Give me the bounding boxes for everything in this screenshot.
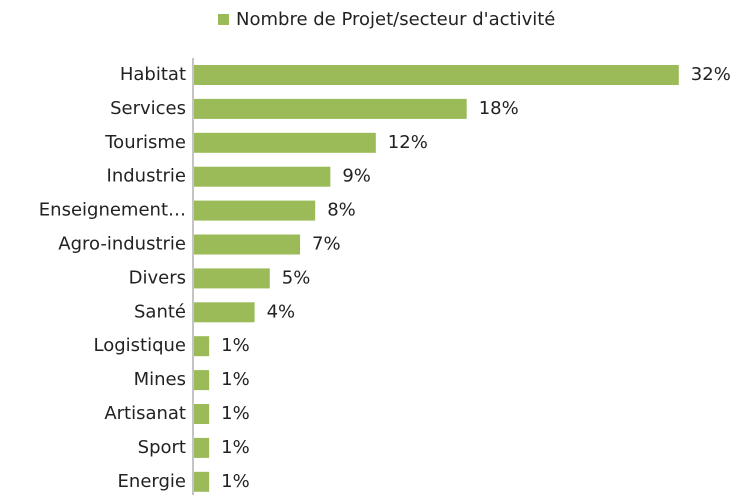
value-label: 1% [221,471,250,492]
bar [194,437,210,458]
bar [194,302,255,323]
bar [194,370,210,391]
bar [194,268,270,289]
bar [194,132,376,153]
category-label: Divers [129,267,186,288]
bar [194,98,467,119]
value-label: 32% [691,64,731,85]
category-label: Enseignement… [39,200,186,221]
category-label: Agro-industrie [58,234,186,255]
category-label: Artisanat [104,403,186,424]
category-label: Logistique [94,335,187,356]
value-label: 1% [221,369,250,390]
category-label: Mines [134,369,186,390]
value-label: 5% [282,267,311,288]
value-label: 1% [221,403,250,424]
category-label: Services [110,98,186,119]
value-label: 8% [327,200,356,221]
value-label: 4% [267,301,296,322]
legend-label: Nombre de Projet/secteur d'activité [236,9,555,30]
category-label: Sport [138,437,186,458]
category-label: Santé [134,301,186,322]
value-label: 9% [342,166,371,187]
bar [194,166,331,187]
bar [194,471,210,492]
bar [194,234,301,255]
bar [194,336,210,357]
value-label: 7% [312,234,341,255]
bar [194,200,316,221]
value-label: 18% [479,98,519,119]
bar [194,65,679,85]
value-label: 1% [221,437,250,458]
value-label: 12% [388,132,428,153]
category-label: Industrie [107,166,186,187]
legend-swatch [218,14,229,25]
value-label: 1% [221,335,250,356]
bar [194,404,210,424]
category-label: Energie [118,471,186,492]
category-label: Habitat [120,64,186,85]
category-label: Tourisme [104,132,186,153]
